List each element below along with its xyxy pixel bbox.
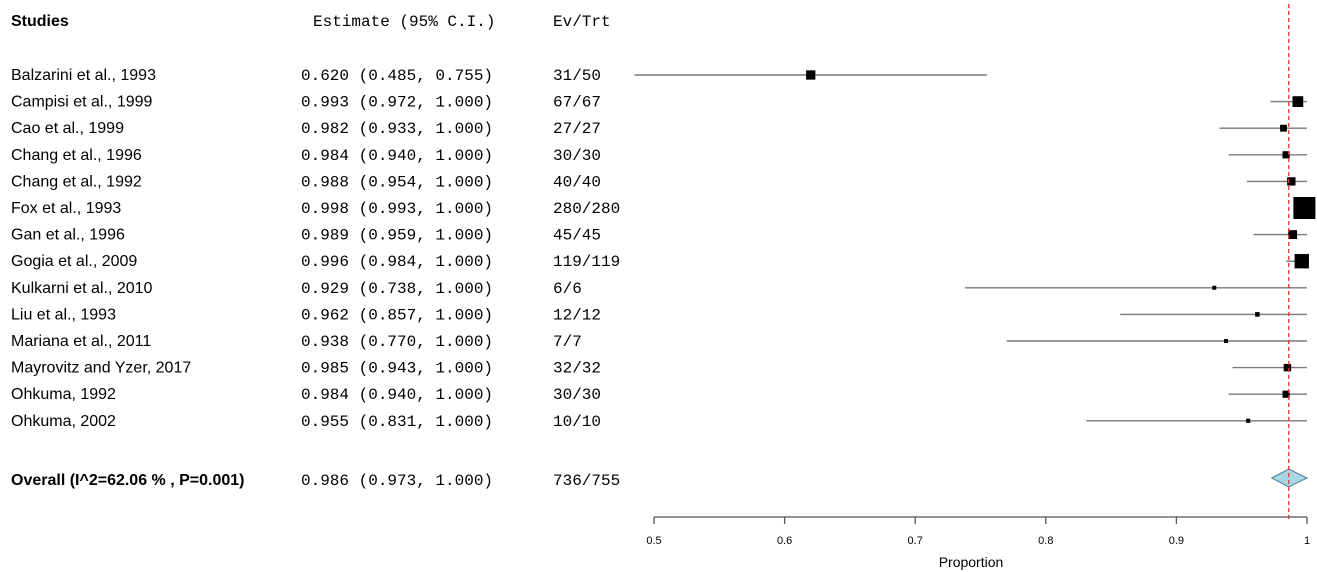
- point-estimate-marker: [1282, 151, 1290, 159]
- study-evtrt: 7/7: [553, 333, 582, 351]
- point-estimate-marker: [1293, 197, 1316, 219]
- study-row: Mayrovitz and Yzer, 2017 0.985 (0.943, 1.…: [11, 360, 1307, 378]
- study-evtrt: 27/27: [553, 120, 601, 138]
- study-evtrt: 6/6: [553, 280, 582, 298]
- point-estimate-marker: [1288, 230, 1298, 240]
- study-evtrt: 40/40: [553, 173, 601, 191]
- study-evtrt: 32/32: [553, 360, 601, 378]
- study-estimate-text: 0.962 (0.857, 1.000): [301, 306, 493, 324]
- x-axis: 0.5 0.6 0.7 0.8 0.9 1 Proportion: [646, 516, 1310, 570]
- study-evtrt: 30/30: [553, 147, 601, 165]
- studies-column-header: Studies: [11, 13, 69, 30]
- overall-evtrt: 736/755: [553, 472, 620, 490]
- point-estimate-marker: [1255, 312, 1260, 317]
- study-label: Ohkuma, 1992: [11, 386, 116, 403]
- x-axis-label: Proportion: [939, 554, 1004, 570]
- study-label: Mayrovitz and Yzer, 2017: [11, 360, 191, 377]
- point-estimate-marker: [1224, 339, 1229, 343]
- overall-diamond: [1270, 468, 1309, 488]
- point-estimate-marker: [1283, 363, 1292, 372]
- point-estimate-marker: [1246, 418, 1251, 423]
- study-label: Cao et al., 1999: [11, 120, 124, 137]
- study-label: Gan et al., 1996: [11, 227, 125, 244]
- point-estimate-marker: [1294, 254, 1309, 269]
- overall-row: Overall (I^2=62.06 % , P=0.001) 0.986 (0…: [11, 468, 1309, 490]
- study-label: Gogia et al., 2009: [11, 253, 137, 270]
- study-estimate-text: 0.620 (0.485, 0.755): [301, 67, 493, 85]
- x-tick-label: 0.7: [908, 535, 923, 547]
- x-tick-label: 0.5: [646, 535, 661, 547]
- study-row: Ohkuma, 2002 0.955 (0.831, 1.000) 10/10: [11, 413, 1307, 431]
- study-row: Fox et al., 1993 0.998 (0.993, 1.000) 280/…: [11, 197, 1316, 219]
- study-label: Mariana et al., 2011: [11, 333, 151, 350]
- point-estimate-marker: [1287, 177, 1296, 186]
- study-label: Balzarini et al., 1993: [11, 67, 156, 84]
- study-row: Gogia et al., 2009 0.996 (0.984, 1.000) 11…: [11, 253, 1309, 271]
- study-row: Balzarini et al., 1993 0.620 (0.485, 0.75…: [11, 67, 988, 85]
- study-evtrt: 30/30: [553, 386, 601, 404]
- study-label: Ohkuma, 2002: [11, 413, 116, 430]
- x-tick-label: 1: [1304, 535, 1310, 547]
- study-label: Chang et al., 1996: [11, 147, 142, 164]
- study-evtrt: 119/119: [553, 253, 620, 271]
- study-estimate-text: 0.984 (0.940, 1.000): [301, 147, 493, 165]
- study-estimate-text: 0.988 (0.954, 1.000): [301, 173, 493, 191]
- point-estimate-marker: [1282, 390, 1290, 398]
- study-evtrt: 67/67: [553, 94, 601, 112]
- study-evtrt: 31/50: [553, 67, 601, 85]
- study-label: Kulkarni et al., 2010: [11, 280, 153, 297]
- study-estimate-text: 0.938 (0.770, 1.000): [301, 333, 493, 351]
- estimate-column-header: Estimate (95% C.I.): [313, 13, 495, 31]
- study-estimate-text: 0.984 (0.940, 1.000): [301, 386, 493, 404]
- point-estimate-marker: [1212, 285, 1217, 290]
- study-estimate-text: 0.998 (0.993, 1.000): [301, 200, 493, 218]
- study-row: Chang et al., 1996 0.984 (0.940, 1.000) 30…: [11, 147, 1307, 165]
- x-tick-label: 0.9: [1169, 535, 1184, 547]
- study-estimate-text: 0.993 (0.972, 1.000): [301, 94, 493, 112]
- study-row: Gan et al., 1996 0.989 (0.959, 1.000) 45/4…: [11, 227, 1307, 245]
- study-row: Campisi et al., 1999 0.993 (0.972, 1.000)…: [11, 94, 1307, 112]
- study-rows: Balzarini et al., 1993 0.620 (0.485, 0.75…: [11, 67, 1316, 431]
- overall-label: Overall (I^2=62.06 % , P=0.001): [11, 472, 245, 489]
- study-estimate-text: 0.989 (0.959, 1.000): [301, 227, 493, 245]
- x-tick-label: 0.8: [1038, 535, 1053, 547]
- study-evtrt: 12/12: [553, 306, 601, 324]
- study-evtrt: 10/10: [553, 413, 601, 431]
- study-label: Liu et al., 1993: [11, 306, 116, 323]
- study-label: Chang et al., 1992: [11, 173, 142, 190]
- study-label: Campisi et al., 1999: [11, 94, 153, 111]
- study-row: Cao et al., 1999 0.982 (0.933, 1.000) 27/2…: [11, 120, 1307, 138]
- study-row: Ohkuma, 1992 0.984 (0.940, 1.000) 30/30: [11, 386, 1307, 404]
- study-estimate-text: 0.929 (0.738, 1.000): [301, 280, 493, 298]
- study-evtrt: 45/45: [553, 227, 601, 245]
- study-label: Fox et al., 1993: [11, 200, 121, 217]
- point-estimate-marker: [1280, 124, 1287, 132]
- study-estimate-text: 0.982 (0.933, 1.000): [301, 120, 493, 138]
- overall-estimate-text: 0.986 (0.973, 1.000): [301, 472, 493, 490]
- study-row: Chang et al., 1992 0.988 (0.954, 1.000) 40…: [11, 173, 1307, 191]
- study-row: Mariana et al., 2011 0.938 (0.770, 1.000)…: [11, 333, 1307, 351]
- study-estimate-text: 0.985 (0.943, 1.000): [301, 360, 493, 378]
- study-estimate-text: 0.996 (0.984, 1.000): [301, 253, 493, 271]
- x-tick-label: 0.6: [777, 535, 792, 547]
- evtrt-column-header: Ev/Trt: [553, 13, 611, 31]
- study-row: Kulkarni et al., 2010 0.929 (0.738, 1.000…: [11, 280, 1307, 298]
- point-estimate-marker: [1292, 96, 1304, 107]
- study-row: Liu et al., 1993 0.962 (0.857, 1.000) 12/1…: [11, 306, 1307, 324]
- study-evtrt: 280/280: [553, 200, 620, 218]
- study-estimate-text: 0.955 (0.831, 1.000): [301, 413, 493, 431]
- x-axis-ticks: 0.5 0.6 0.7 0.8 0.9 1: [646, 517, 1310, 547]
- point-estimate-marker: [806, 70, 816, 80]
